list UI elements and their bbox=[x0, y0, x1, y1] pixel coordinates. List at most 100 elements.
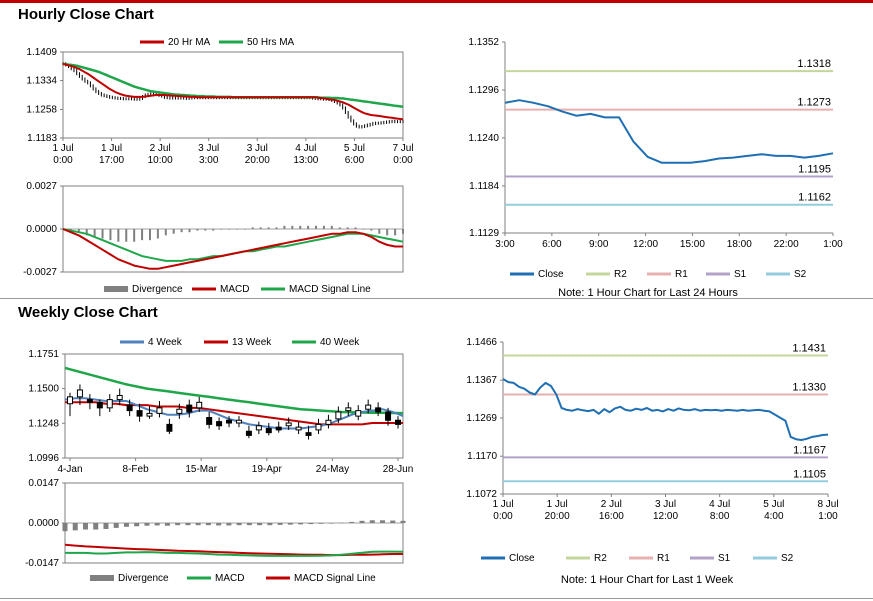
w1-x-tick-label: 5 Jul bbox=[763, 499, 784, 510]
hourly-price-x-tick-label: 17:00 bbox=[99, 155, 124, 166]
hourly-legend-divergence-swatch bbox=[104, 286, 128, 292]
weekly-price-x-tick-label: 15-Mar bbox=[185, 464, 217, 475]
weekly-candle-body bbox=[275, 426, 282, 431]
h24-close-line bbox=[504, 99, 834, 164]
w1-x-tick-label: 8:00 bbox=[710, 511, 730, 522]
hourly-divergence-bar bbox=[330, 225, 333, 229]
hourly-divergence-bar bbox=[188, 229, 191, 233]
weekly-divergence-bar bbox=[339, 522, 345, 524]
w1-y-tick-label: 1.1072 bbox=[466, 489, 497, 500]
hourly-divergence-bar bbox=[354, 227, 357, 229]
hourly-divergence-bar bbox=[378, 229, 381, 234]
weekly-divergence-bar bbox=[328, 523, 334, 524]
hourly-price-x-tick-label: 6:00 bbox=[345, 155, 365, 166]
hourly-divergence-bar bbox=[141, 229, 144, 241]
hourly-price-x-tick-label: 2 Jul bbox=[150, 143, 171, 154]
weekly-divergence-bar bbox=[308, 523, 314, 525]
hourly-divergence-bar bbox=[109, 229, 112, 241]
weekly-divergence-bar bbox=[359, 520, 365, 523]
weekly-divergence-bar bbox=[216, 523, 222, 526]
weekly-candle-body bbox=[375, 407, 382, 413]
h24-y-tick-label: 1.1184 bbox=[469, 181, 499, 192]
weekly-divergence-bar bbox=[369, 520, 375, 523]
h24-x-tick-label: 18:00 bbox=[727, 239, 752, 250]
w1-x-tick-label: 12:00 bbox=[653, 511, 678, 522]
hourly-price-x-tick-label: 0:00 bbox=[53, 155, 73, 166]
hourly-divergence-bar bbox=[117, 229, 120, 242]
hourly-legend-divergence-label: Divergence bbox=[132, 284, 183, 295]
weekly-candle-body bbox=[216, 421, 223, 427]
hourly-divergence-bar bbox=[362, 229, 365, 230]
weekly-candle-body bbox=[116, 394, 123, 401]
weekly-divergence-bar bbox=[318, 523, 324, 524]
weekly-macd-y-tick-label: 0.0000 bbox=[28, 518, 59, 529]
hourly-macd-y-tick-label: 0.0000 bbox=[26, 224, 57, 235]
hourly-price-x-tick-label: 3 Jul bbox=[247, 143, 268, 154]
h24-y-tick-label: 1.1240 bbox=[468, 133, 499, 144]
hourly-price-x-tick-label: 7 Jul bbox=[392, 143, 413, 154]
h24-r1-value: 1.1273 bbox=[797, 97, 831, 109]
hourly-divergence-bar bbox=[228, 229, 231, 230]
weekly-divergence-bar bbox=[103, 523, 109, 529]
w1-y-tick-label: 1.1170 bbox=[467, 451, 497, 462]
h24-y-tick-label: 1.1352 bbox=[468, 37, 499, 48]
hourly-divergence-bar bbox=[315, 225, 318, 229]
top-red-rule bbox=[0, 0, 873, 3]
weekly-divergence-bar bbox=[62, 523, 68, 532]
hourly-divergence-bar bbox=[148, 229, 151, 241]
weekly-candle-body bbox=[176, 408, 183, 414]
hourly-divergence-bar bbox=[212, 229, 215, 231]
weekly-divergence-bar bbox=[82, 523, 88, 530]
weekly-divergence-bar bbox=[349, 521, 355, 523]
hourly-divergence-bar bbox=[251, 227, 254, 229]
w1-s2-value: 1.1105 bbox=[793, 468, 826, 480]
hourly-ma50-line bbox=[62, 62, 404, 109]
weekly-candle-body bbox=[106, 399, 113, 409]
weekly-candle-body bbox=[395, 419, 401, 425]
weekly-macd-y-tick-label: 0.0147 bbox=[28, 478, 59, 489]
section-divider bbox=[0, 298, 873, 299]
weekly-price-x-tick-label: 4-Jan bbox=[57, 464, 82, 475]
hourly-price-y-tick-label: 1.1258 bbox=[26, 104, 57, 115]
hourly-divergence-bar bbox=[101, 229, 104, 239]
weekly-candle-body bbox=[166, 423, 173, 432]
hourly-legend-macd-label: MACD bbox=[220, 284, 249, 295]
weekly-divergence-bar bbox=[134, 523, 140, 527]
hourly-divergence-bar bbox=[85, 229, 88, 236]
weekly-candle-body bbox=[146, 412, 153, 417]
weekly-ma13-line bbox=[65, 401, 403, 426]
hourly-divergence-bar bbox=[125, 229, 128, 242]
w1-x-tick-label: 20:00 bbox=[545, 511, 570, 522]
weekly-divergence-bar bbox=[195, 523, 201, 526]
weekly-candle-body bbox=[345, 407, 352, 412]
h24-s2-value: 1.1162 bbox=[798, 192, 831, 204]
h24-legend-s1-label: S1 bbox=[734, 269, 747, 280]
hourly-divergence-bar bbox=[133, 229, 136, 242]
h24-legend-r2-label: R2 bbox=[614, 269, 627, 280]
hourly-price-x-tick-label: 0:00 bbox=[393, 155, 413, 166]
hourly-divergence-bar bbox=[307, 225, 310, 229]
weekly-legend-ma13-label: 13 Week bbox=[232, 337, 272, 348]
weekly-legend-ma40-label: 40 Week bbox=[320, 337, 360, 348]
w1-note: Note: 1 Hour Chart for Last 1 Week bbox=[561, 574, 734, 586]
hourly-price-x-tick-label: 10:00 bbox=[148, 155, 173, 166]
h24-y-tick-label: 1.1129 bbox=[469, 228, 499, 239]
weekly-divergence-bar bbox=[246, 523, 252, 526]
weekly-divergence-bar bbox=[257, 523, 263, 526]
weekly-ma4-line bbox=[64, 397, 404, 430]
hourly-section-title: Hourly Close Chart bbox=[18, 6, 154, 23]
w1-x-tick-label: 0:00 bbox=[493, 511, 513, 522]
w1-x-tick-label: 1 Jul bbox=[547, 499, 568, 510]
h24-note: Note: 1 Hour Chart for Last 24 Hours bbox=[558, 287, 738, 299]
hourly-price-y-tick-label: 1.1409 bbox=[26, 47, 57, 58]
weekly-divergence-bar bbox=[267, 523, 273, 526]
hourly-price-x-tick-label: 13:00 bbox=[293, 155, 318, 166]
weekly-ma40-line bbox=[64, 366, 404, 415]
hourly-price-x-tick-label: 1 Jul bbox=[101, 143, 122, 154]
weekly-divergence-bar bbox=[154, 523, 160, 526]
hourly-divergence-bar bbox=[220, 229, 223, 230]
w1-legend-s2-label: S2 bbox=[781, 553, 794, 564]
weekly-divergence-bar bbox=[113, 523, 119, 528]
weekly-section-title: Weekly Close Chart bbox=[18, 304, 158, 321]
h24-x-tick-label: 12:00 bbox=[633, 239, 658, 250]
